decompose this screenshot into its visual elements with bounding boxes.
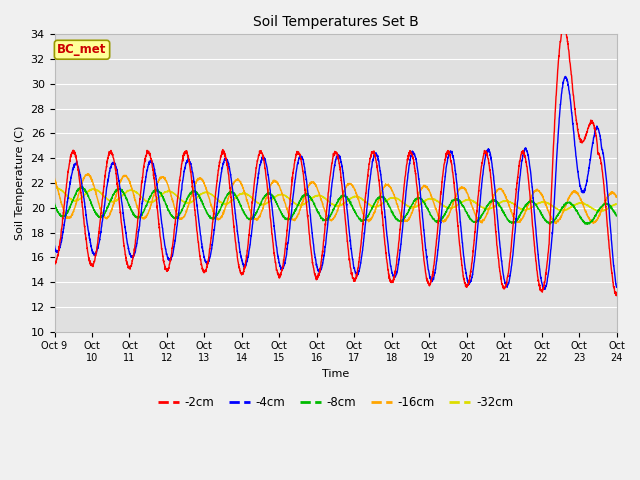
X-axis label: Time: Time [322, 369, 349, 379]
Text: BC_met: BC_met [58, 43, 107, 56]
Title: Soil Temperatures Set B: Soil Temperatures Set B [253, 15, 419, 29]
Y-axis label: Soil Temperature (C): Soil Temperature (C) [15, 126, 25, 240]
Legend: -2cm, -4cm, -8cm, -16cm, -32cm: -2cm, -4cm, -8cm, -16cm, -32cm [153, 391, 518, 414]
